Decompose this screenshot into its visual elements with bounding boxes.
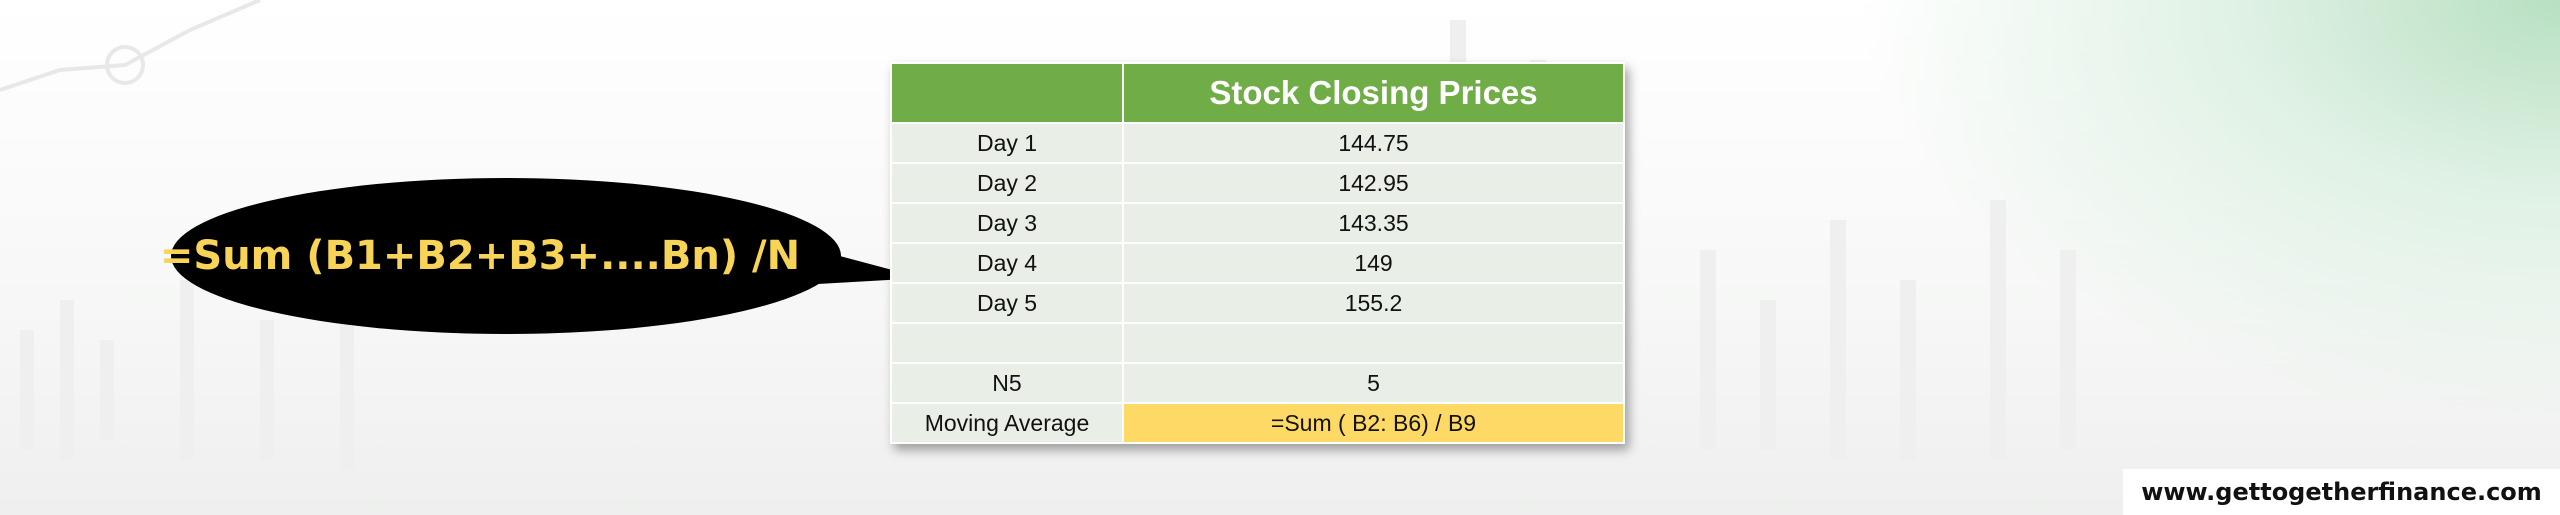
empty-cell — [890, 322, 1124, 364]
header-row: Stock Closing Prices — [890, 62, 1625, 124]
table-row: Day 5 155.2 — [890, 282, 1625, 324]
empty-row — [890, 322, 1625, 364]
row-value: 142.95 — [1122, 162, 1625, 204]
row-label: N5 — [890, 362, 1124, 404]
speech-bubble: =Sum (B1+B2+B3+....Bn) /N — [160, 178, 922, 334]
header-cell — [890, 62, 1124, 124]
row-value: 155.2 — [1122, 282, 1625, 324]
row-label: Moving Average — [890, 402, 1124, 444]
table-row: Day 1 144.75 — [890, 122, 1625, 164]
table-row: Moving Average =Sum ( B2: B6) / B9 — [890, 402, 1625, 444]
table-row: Day 3 143.35 — [890, 202, 1625, 244]
table-title: Stock Closing Prices — [1122, 62, 1625, 124]
row-value: 144.75 — [1122, 122, 1625, 164]
table-row: N5 5 — [890, 362, 1625, 404]
row-label: Day 1 — [890, 122, 1124, 164]
table-row: Day 4 149 — [890, 242, 1625, 284]
row-value: 143.35 — [1122, 202, 1625, 244]
row-value: 5 — [1122, 362, 1625, 404]
row-value: 149 — [1122, 242, 1625, 284]
row-label: Day 2 — [890, 162, 1124, 204]
table-row: Day 2 142.95 — [890, 162, 1625, 204]
row-label: Day 4 — [890, 242, 1124, 284]
empty-cell — [1122, 322, 1625, 364]
price-table: Stock Closing Prices Day 1 144.75 Day 2 142… — [890, 62, 1625, 444]
row-label: Day 3 — [890, 202, 1124, 244]
website-url: www.gettogetherfinance.com — [2123, 469, 2560, 515]
row-label: Day 5 — [890, 282, 1124, 324]
callout-formula: =Sum (B1+B2+B3+....Bn) /N — [160, 233, 800, 279]
row-value: =Sum ( B2: B6) / B9 — [1122, 402, 1625, 444]
bubble-body — [171, 178, 841, 334]
